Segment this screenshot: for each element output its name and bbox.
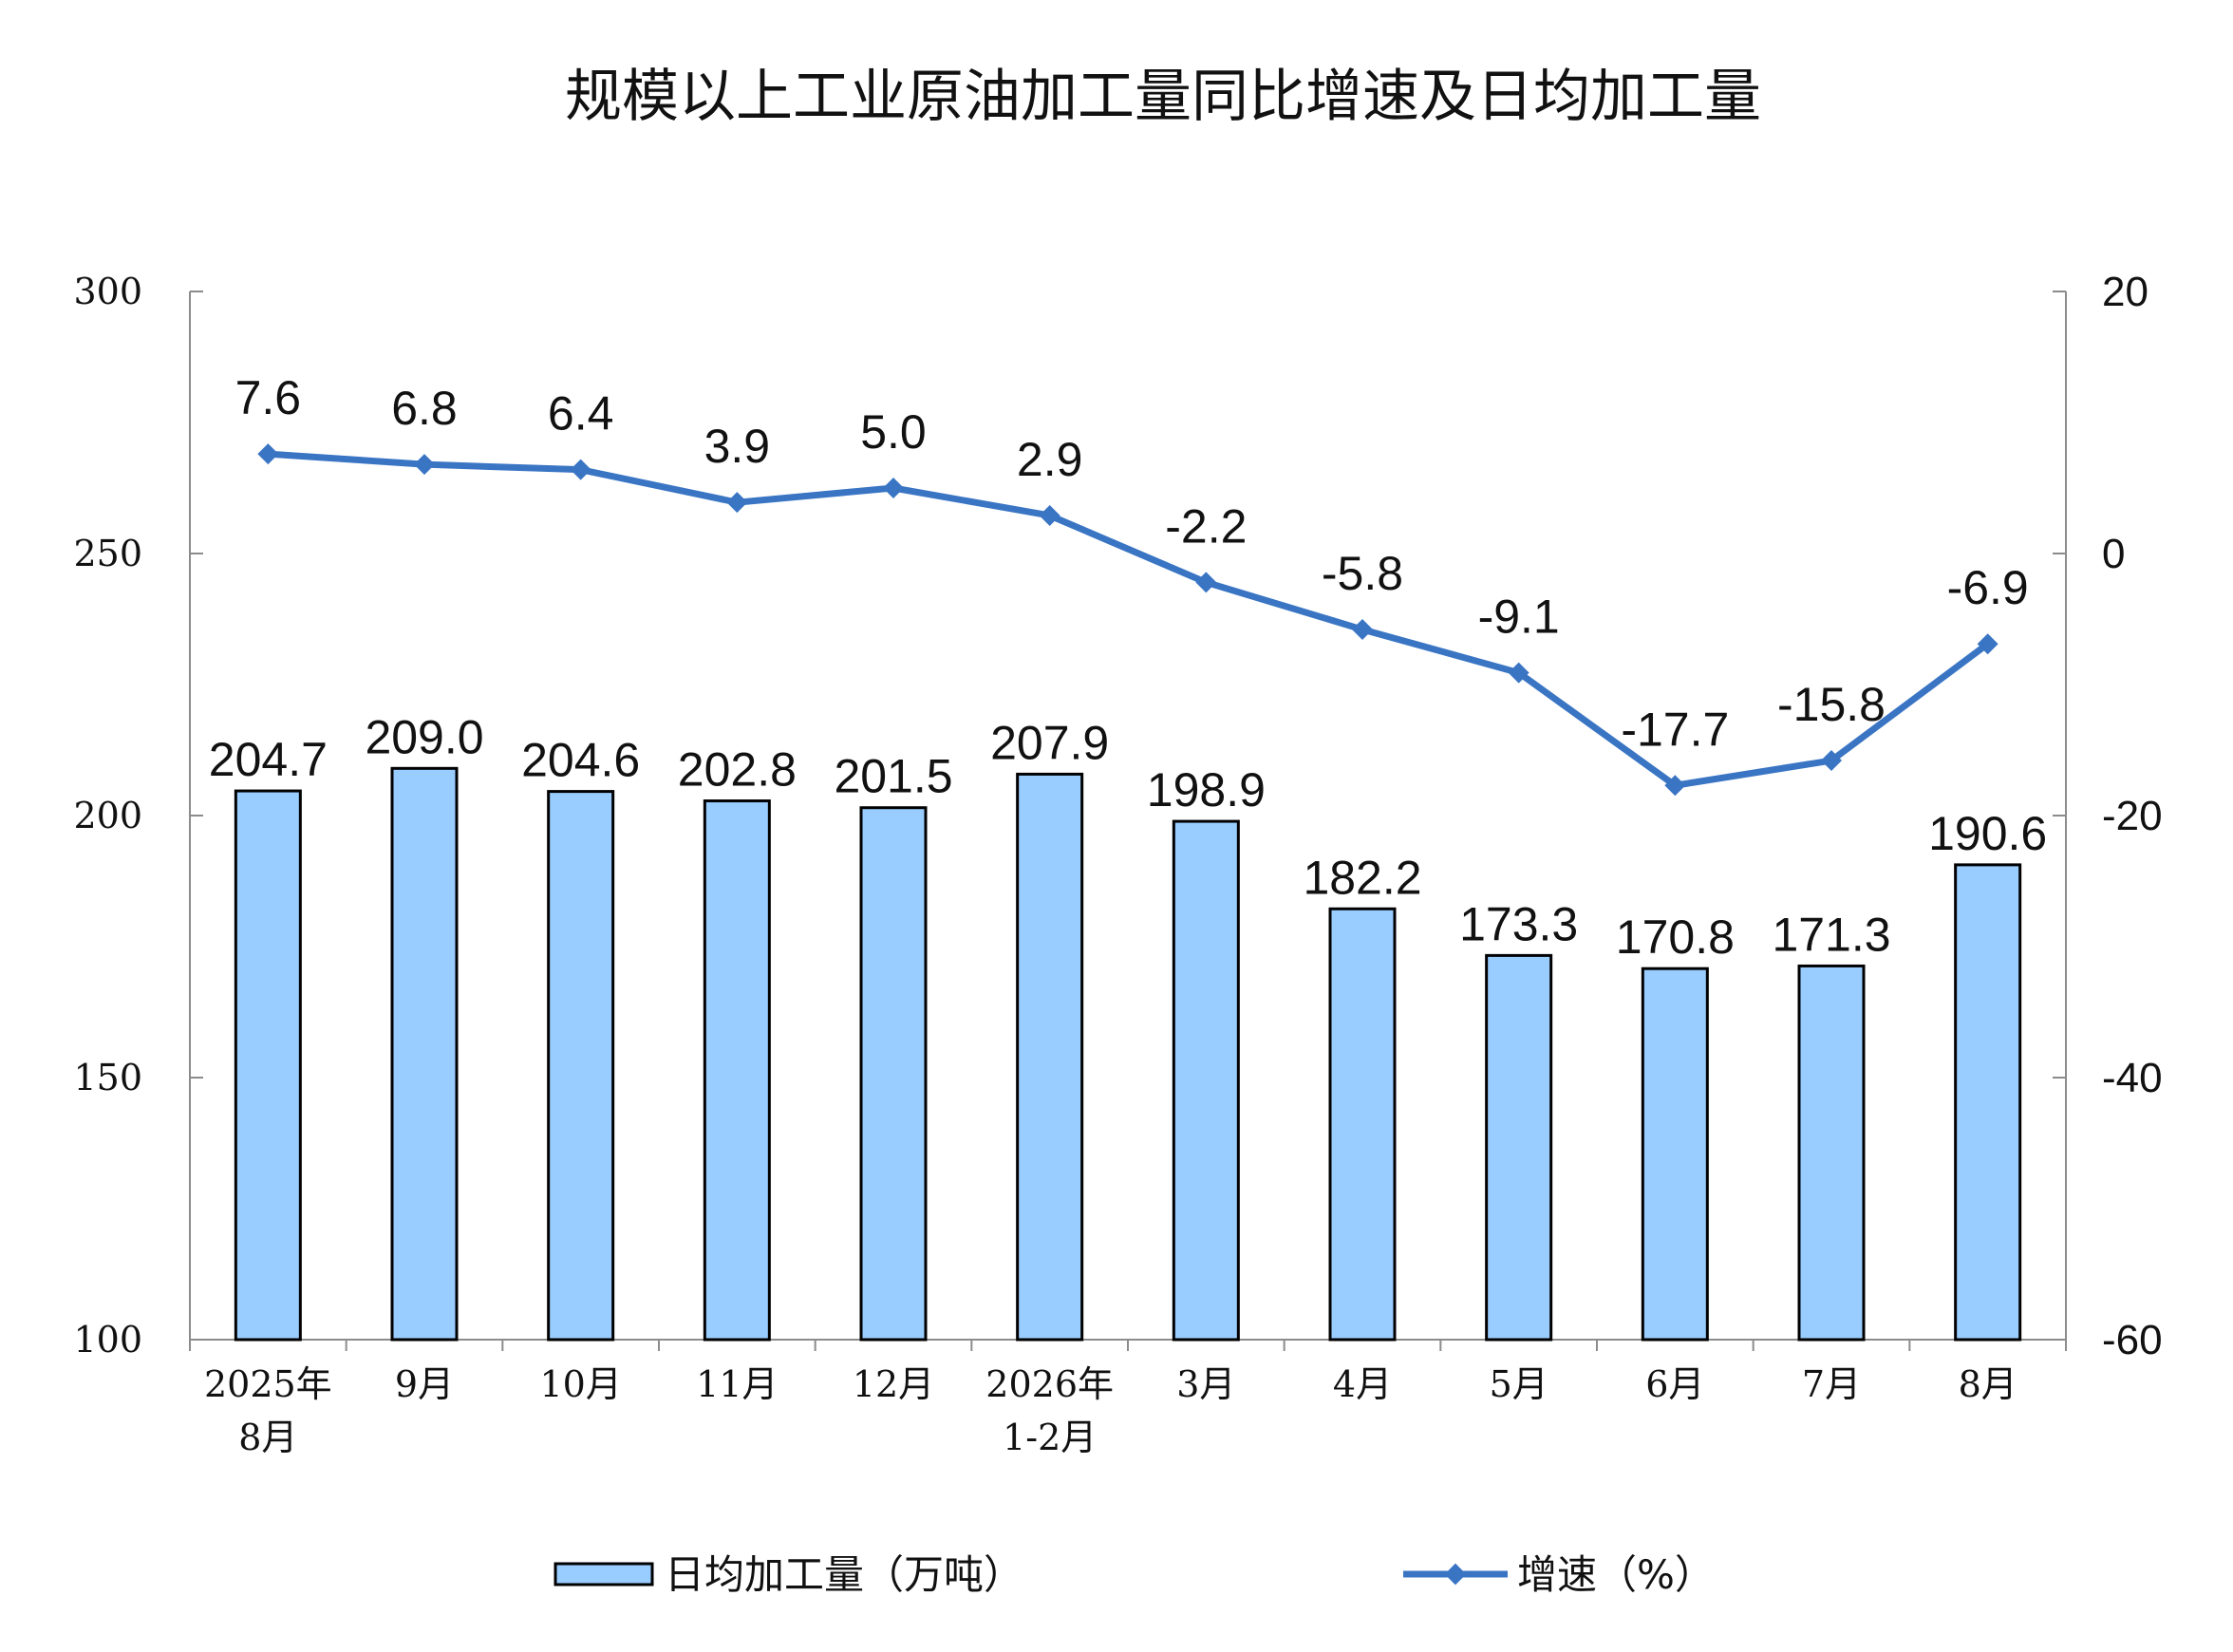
category-label: 10月 xyxy=(539,1363,621,1405)
chart-title: 规模以上工业原油加工量同比增速及日均加工量 xyxy=(565,64,1761,130)
legend-swatch-bars xyxy=(554,1562,654,1586)
line-marker xyxy=(570,459,591,480)
bar-value-label: 182.2 xyxy=(1303,851,1421,904)
bar xyxy=(1954,863,2022,1342)
bar-value-label: 204.6 xyxy=(521,734,640,787)
line-marker xyxy=(1977,633,1998,655)
line-value-label: -2.2 xyxy=(1165,499,1247,553)
category-label: 3月 xyxy=(1176,1363,1235,1405)
line-value-label: -17.7 xyxy=(1621,703,1729,756)
y-left-tick-label: 300 xyxy=(73,271,142,312)
line-marker xyxy=(883,478,904,498)
line-marker xyxy=(1508,662,1529,684)
category-label: 8月 xyxy=(238,1417,297,1458)
line-value-label: -5.8 xyxy=(1322,547,1403,600)
category-labels: 2025年 8月 9月 10月 11月 12月 2026年 1-2月 3月 4月 5月 6月 7月 8月 xyxy=(204,1363,2017,1458)
y-left-tick-label: 150 xyxy=(73,1057,142,1098)
bar xyxy=(1328,907,1397,1342)
line-marker xyxy=(1664,775,1686,797)
axes: 100 150 200 250 300 -60 -40 -20 0 20 xyxy=(73,269,2162,1363)
bar-value-label: 201.5 xyxy=(834,750,952,803)
bar xyxy=(1172,819,1240,1342)
y-right-tick-label: -60 xyxy=(2102,1317,2163,1363)
bar xyxy=(1016,772,1084,1342)
bar-value-label: 204.7 xyxy=(209,733,328,786)
category-label: 7月 xyxy=(1802,1363,1861,1405)
category-label: 4月 xyxy=(1333,1363,1392,1405)
y-right-tick-label: -20 xyxy=(2102,793,2163,839)
category-label: 2025年 xyxy=(204,1363,332,1405)
line-marker xyxy=(1352,619,1373,641)
category-label: 2026年 xyxy=(985,1363,1114,1405)
line-marker xyxy=(257,443,279,465)
line-marker xyxy=(1821,750,1842,772)
bar-value-label: 207.9 xyxy=(990,716,1109,769)
y-left-tick-label: 250 xyxy=(73,533,142,574)
bar-value-label: 170.8 xyxy=(1616,910,1735,964)
y-right-tick-label: 20 xyxy=(2102,269,2149,315)
legend-label-line: 增速（%） xyxy=(1517,1551,1715,1598)
bar xyxy=(703,799,771,1342)
line-value-label: 7.6 xyxy=(235,371,302,424)
bar xyxy=(234,789,302,1342)
bar-value-label: 202.8 xyxy=(678,743,797,797)
line-marker xyxy=(726,492,748,514)
line-value-label: 5.0 xyxy=(860,405,927,459)
line-value-label: 3.9 xyxy=(704,420,771,473)
line-value-label: -15.8 xyxy=(1777,678,1886,731)
growth-line-path xyxy=(268,450,1990,789)
category-label: 9月 xyxy=(395,1363,454,1405)
line-marker xyxy=(414,454,435,476)
bar-value-label: 198.9 xyxy=(1147,763,1266,817)
legend: 日均加工量（万吨） 增速（%） xyxy=(554,1551,1715,1598)
bar-value-label: 173.3 xyxy=(1459,897,1578,950)
category-label: 5月 xyxy=(1490,1363,1548,1405)
category-label: 12月 xyxy=(853,1363,934,1405)
bar-value-label: 190.6 xyxy=(1928,807,2047,860)
legend-marker-line xyxy=(1444,1563,1467,1586)
data-labels: 204.7 209.0 204.6 202.8 201.5 207.9 198.9 182.2… xyxy=(209,371,2047,964)
category-label: 8月 xyxy=(1959,1363,2017,1405)
y-right-tick-label: -40 xyxy=(2102,1055,2163,1101)
category-label: 11月 xyxy=(696,1363,778,1405)
line-value-label: -9.1 xyxy=(1478,591,1560,644)
y-left-tick-label: 200 xyxy=(73,795,142,836)
line-value-label: -6.9 xyxy=(1947,561,2029,614)
bar xyxy=(547,790,615,1342)
bar xyxy=(1641,967,1709,1342)
line-value-label: 6.8 xyxy=(391,382,458,435)
line-value-label: 6.4 xyxy=(548,387,614,441)
growth-line xyxy=(257,443,1998,797)
y-left-tick-label: 100 xyxy=(73,1319,142,1361)
category-label: 6月 xyxy=(1645,1363,1704,1405)
line-value-label: 2.9 xyxy=(1017,433,1083,486)
bar-value-label: 209.0 xyxy=(365,710,483,763)
legend-label-bars: 日均加工量（万吨） xyxy=(665,1551,1023,1598)
bar xyxy=(390,766,459,1342)
bar xyxy=(1485,953,1553,1342)
y-right-tick-label: 0 xyxy=(2102,531,2125,577)
category-label: 1-2月 xyxy=(1003,1417,1097,1458)
bar xyxy=(1797,964,1866,1342)
line-marker xyxy=(1039,504,1060,526)
bars xyxy=(234,766,2022,1342)
bar xyxy=(859,806,928,1342)
bar-value-label: 171.3 xyxy=(1772,908,1890,961)
line-marker xyxy=(1195,572,1217,593)
